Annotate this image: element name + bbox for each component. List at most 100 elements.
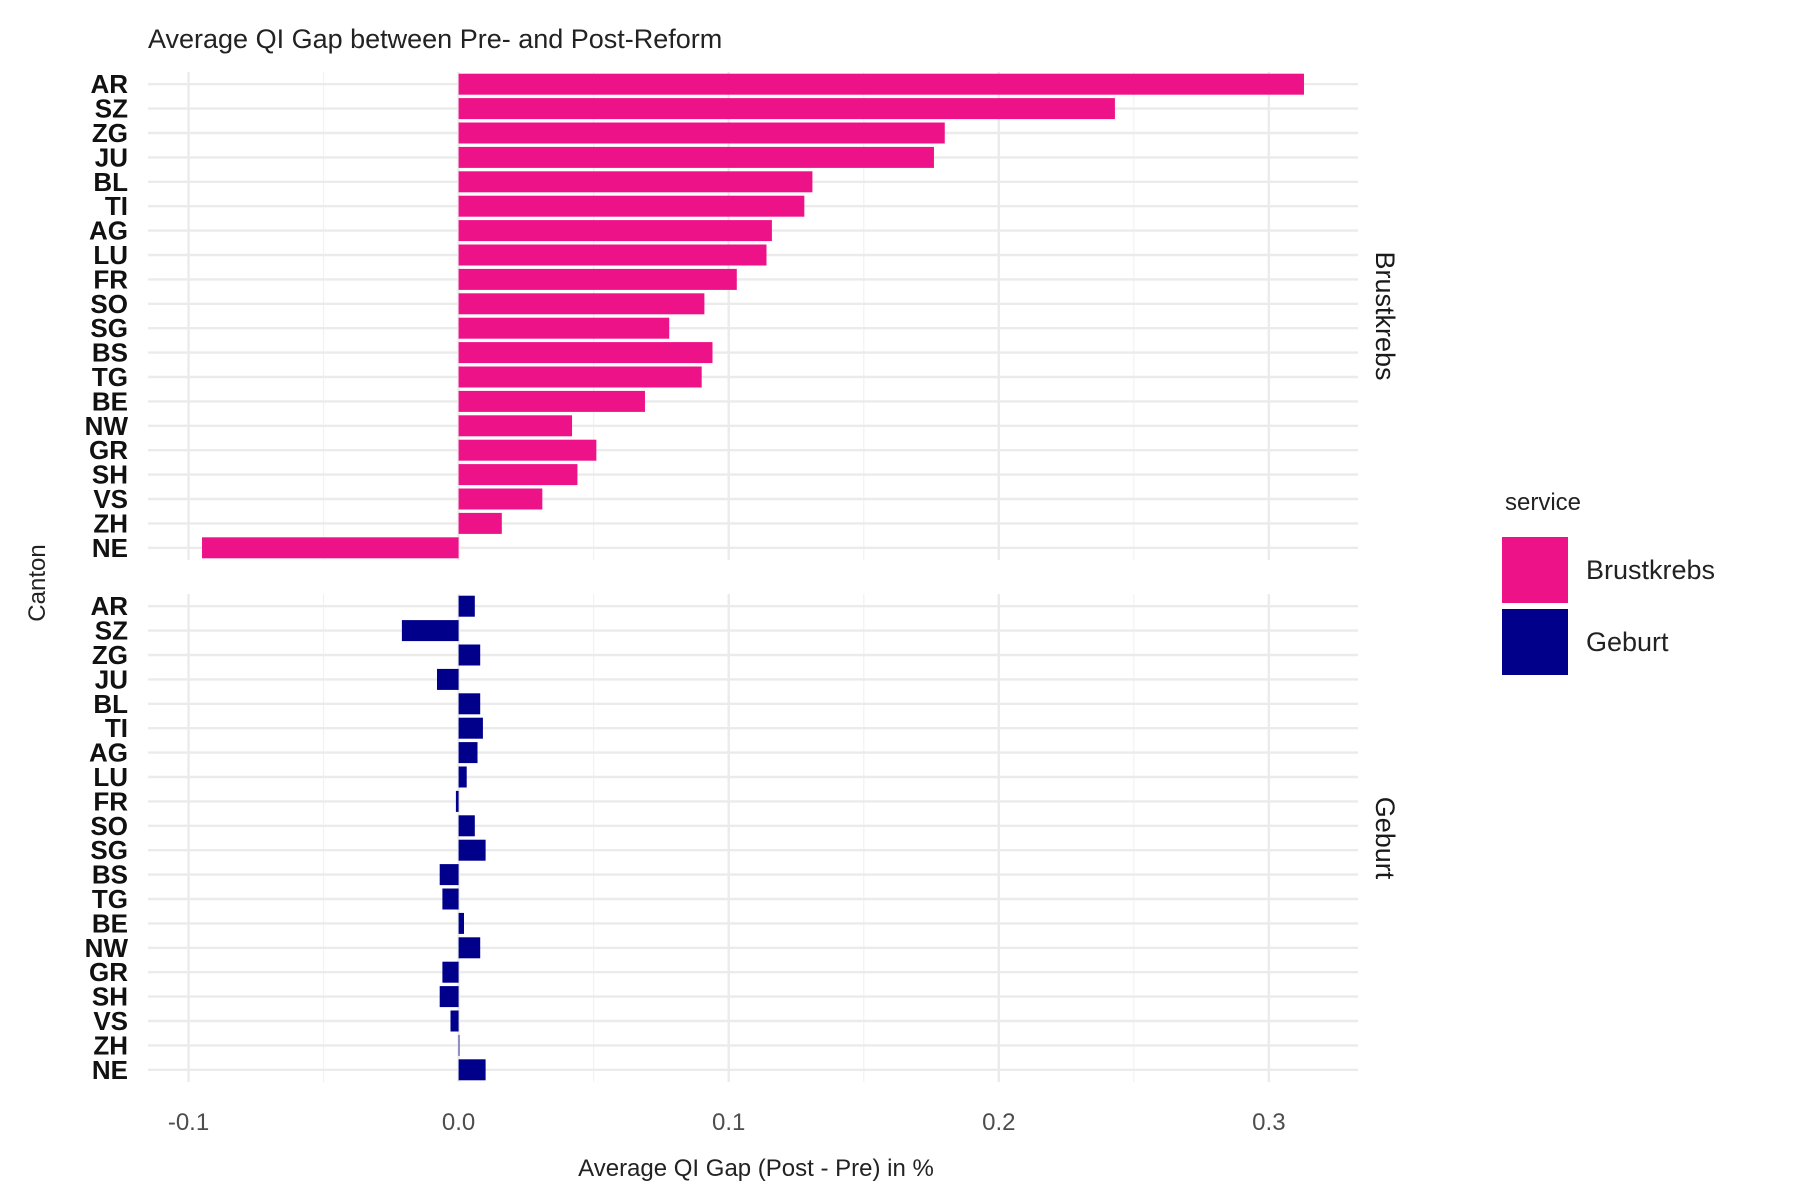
bar-geburt-tg [442, 888, 459, 910]
bar-brustkrebs-be [458, 390, 645, 412]
bar-geburt-be [458, 912, 465, 934]
y-tick-label: LU [93, 240, 128, 270]
y-tick-label: BS [92, 338, 128, 368]
strip-label-geburt: Geburt [1370, 797, 1400, 880]
y-tick-label: TG [92, 884, 128, 914]
y-tick-label: ZH [93, 508, 128, 538]
y-tick-label: TI [105, 191, 128, 221]
panels: ARSZZGJUBLTIAGLUFRSOSGBSTGBENWGRSHVSZHNE… [85, 69, 1400, 1136]
bar-brustkrebs-sh [458, 464, 578, 486]
bar-geburt-ne [458, 1059, 486, 1081]
bar-geburt-lu [458, 766, 467, 788]
bar-brustkrebs-nw [458, 415, 573, 437]
y-tick-label: SG [90, 835, 128, 865]
y-tick-label: BL [93, 167, 128, 197]
y-tick-label: JU [95, 142, 128, 172]
y-tick-label: FR [93, 264, 128, 294]
y-tick-label: ZG [92, 640, 128, 670]
strip-label-brustkrebs: Brustkrebs [1370, 251, 1400, 380]
y-tick-label: NE [92, 533, 128, 563]
bar-brustkrebs-sg [458, 317, 670, 339]
y-tick-label: SO [90, 811, 128, 841]
x-tick-label: -0.1 [168, 1109, 209, 1136]
y-tick-label: BL [93, 689, 128, 719]
y-tick-label: NW [85, 933, 129, 963]
y-tick-label: BE [92, 908, 128, 938]
legend-entries: Brustkrebs Geburt [1502, 537, 1715, 675]
y-tick-label: SG [90, 313, 128, 343]
bar-geburt-ar [458, 595, 475, 617]
bar-geburt-ju [436, 668, 459, 690]
bar-brustkrebs-zg [458, 122, 945, 144]
bar-geburt-fr [455, 790, 459, 812]
bar-geburt-bl [458, 693, 481, 715]
bar-brustkrebs-ar [458, 73, 1304, 95]
bar-brustkrebs-tg [458, 366, 702, 388]
y-tick-label: AR [90, 591, 128, 621]
y-tick-label: TI [105, 713, 128, 743]
legend-swatch-geburt [1502, 609, 1568, 675]
x-axis-label: Average QI Gap (Post - Pre) in % [578, 1155, 934, 1182]
y-tick-label: SH [92, 460, 128, 490]
bar-brustkrebs-ti [458, 195, 805, 217]
bar-brustkrebs-gr [458, 439, 597, 461]
bar-brustkrebs-bl [458, 171, 813, 193]
x-tick-label: 0.0 [442, 1109, 475, 1136]
bar-geburt-sh [439, 986, 459, 1008]
legend-swatch-brustkrebs [1502, 537, 1568, 603]
bar-brustkrebs-bs [458, 342, 713, 364]
bar-geburt-zg [458, 644, 481, 666]
legend-label-brustkrebs: Brustkrebs [1586, 555, 1715, 585]
x-tick-label: 0.1 [712, 1109, 745, 1136]
bar-brustkrebs-zh [458, 512, 502, 534]
y-tick-label: NW [85, 411, 129, 441]
bar-geburt-gr [442, 961, 459, 983]
x-tick-label: 0.3 [1252, 1109, 1285, 1136]
y-tick-label: AG [89, 738, 128, 768]
y-tick-label: SO [90, 289, 128, 319]
chart-title: Average QI Gap between Pre- and Post-Ref… [148, 24, 722, 54]
y-tick-label: GR [89, 957, 128, 987]
y-tick-label: JU [95, 664, 128, 694]
bar-brustkrebs-fr [458, 268, 737, 290]
bar-brustkrebs-ju [458, 146, 934, 168]
bar-geburt-zh [458, 1034, 460, 1056]
bar-geburt-vs [450, 1010, 459, 1032]
y-tick-label: SZ [95, 616, 128, 646]
y-tick-label: LU [93, 762, 128, 792]
y-tick-label: VS [93, 484, 128, 514]
panel-brustkrebs: ARSZZGJUBLTIAGLUFRSOSGBSTGBENWGRSHVSZHNE… [85, 69, 1400, 563]
y-tick-label: GR [89, 435, 128, 465]
y-tick-label: AR [90, 69, 128, 99]
bar-brustkrebs-so [458, 293, 705, 315]
y-tick-label: AG [89, 216, 128, 246]
bar-geburt-sz [401, 620, 459, 642]
bar-brustkrebs-ag [458, 220, 772, 242]
y-axis-label: Canton [24, 544, 51, 621]
x-axis-ticks: -0.1 0.0 0.1 0.2 0.3 [168, 1109, 1286, 1136]
y-tick-label: BS [92, 860, 128, 890]
y-tick-label: SZ [95, 94, 128, 124]
y-tick-label: SH [92, 982, 128, 1012]
y-tick-label: BE [92, 386, 128, 416]
legend: service Brustkrebs Geburt [1502, 489, 1715, 675]
y-tick-label: TG [92, 362, 128, 392]
bar-brustkrebs-lu [458, 244, 767, 266]
bar-geburt-nw [458, 937, 481, 959]
panel-geburt: ARSZZGJUBLTIAGLUFRSOSGBSTGBENWGRSHVSZHNE… [85, 591, 1400, 1085]
x-tick-label: 0.2 [982, 1109, 1015, 1136]
bar-geburt-sg [458, 839, 486, 861]
bar-geburt-ag [458, 742, 478, 764]
y-tick-label: FR [93, 786, 128, 816]
bar-geburt-ti [458, 717, 483, 739]
bar-brustkrebs-ne [202, 537, 459, 559]
bar-geburt-so [458, 815, 475, 837]
bar-brustkrebs-vs [458, 488, 543, 510]
bar-brustkrebs-sz [458, 98, 1115, 120]
y-tick-label: ZH [93, 1030, 128, 1060]
y-tick-label: ZG [92, 118, 128, 148]
y-tick-label: NE [92, 1055, 128, 1085]
legend-label-geburt: Geburt [1586, 627, 1669, 657]
bar-geburt-bs [439, 864, 459, 886]
